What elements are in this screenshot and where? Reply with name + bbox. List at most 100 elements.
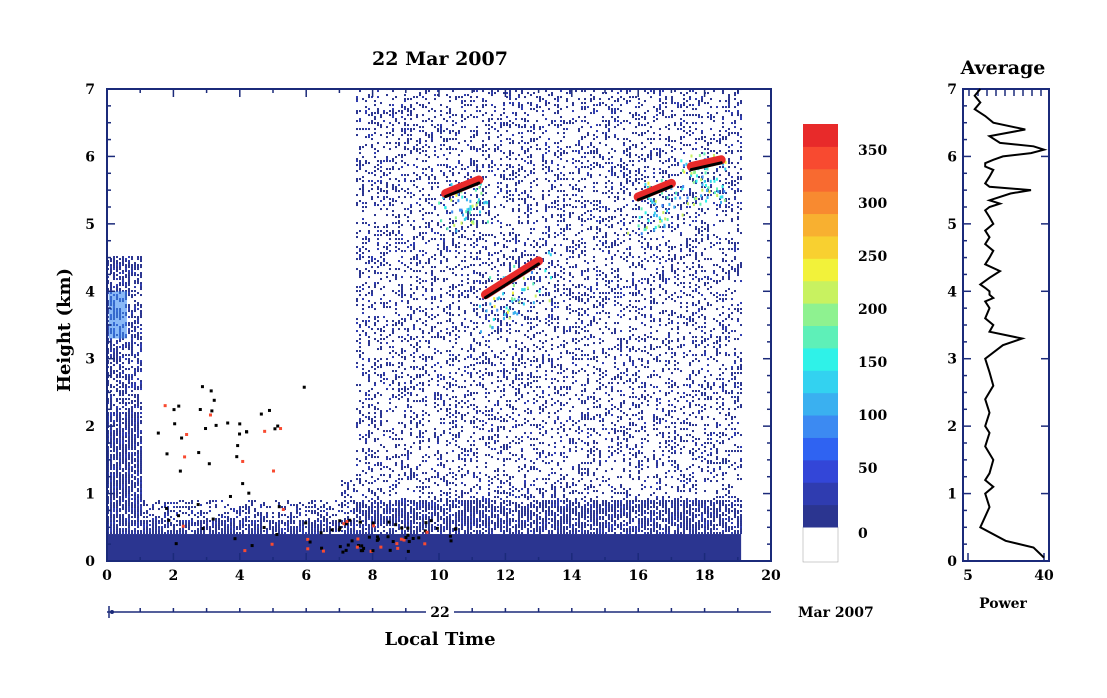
noise-cell (461, 268, 463, 271)
noise-cell (221, 522, 223, 525)
noise-cell (383, 446, 385, 449)
noise-cell (482, 106, 484, 109)
noise-cell (116, 474, 118, 477)
noise-cell (137, 456, 139, 459)
noise-cell (419, 270, 421, 273)
noise-cell (461, 520, 463, 523)
noise-cell (386, 516, 388, 519)
noise-cell (152, 530, 154, 533)
noise-cell (440, 524, 442, 527)
noise-cell (110, 402, 112, 405)
noise-cell (467, 356, 469, 359)
noise-cell (362, 186, 364, 189)
noise-cell (368, 406, 370, 409)
noise-cell (356, 384, 358, 387)
noise-cell (386, 518, 388, 521)
noise-cell (368, 360, 370, 363)
noise-cell (248, 526, 250, 529)
noise-cell (128, 480, 130, 483)
noise-cell (470, 256, 472, 259)
noise-cell (302, 528, 304, 531)
noise-cell (113, 526, 115, 529)
noise-cell (392, 184, 394, 187)
noise-cell (404, 522, 406, 525)
noise-cell (413, 516, 415, 519)
noise-cell (221, 530, 223, 533)
noise-cell (485, 272, 487, 275)
noise-cell (122, 366, 124, 369)
noise-cell (260, 520, 262, 523)
noise-cell (380, 490, 382, 493)
noise-cell (383, 480, 385, 483)
noise-cell (494, 500, 496, 503)
noise-cell (458, 446, 460, 449)
noise-cell (374, 492, 376, 495)
noise-cell (365, 520, 367, 523)
noise-cell (260, 518, 262, 521)
noise-cell (140, 328, 142, 331)
noise-cell (395, 486, 397, 489)
noise-cell (422, 456, 424, 459)
noise-cell (410, 210, 412, 213)
noise-cell (485, 524, 487, 527)
noise-cell (440, 300, 442, 303)
noise-cell (368, 342, 370, 345)
noise-cell (452, 242, 454, 245)
noise-cell (326, 514, 328, 517)
noise-cell (290, 528, 292, 531)
noise-cell (482, 496, 484, 499)
noise-cell (434, 396, 436, 399)
noise-cell (479, 258, 481, 261)
noise-cell (500, 450, 502, 453)
noise-cell (449, 312, 451, 315)
noise-cell (167, 512, 169, 515)
noise-cell (134, 356, 136, 359)
noise-cell (122, 488, 124, 491)
noise-cell (347, 482, 349, 485)
noise-cell (377, 516, 379, 519)
noise-cell (374, 438, 376, 441)
noise-cell (422, 366, 424, 369)
noise-cell (185, 502, 187, 505)
noise-cell (140, 446, 142, 449)
noise-cell (473, 512, 475, 515)
noise-cell (140, 350, 142, 353)
noise-cell (380, 488, 382, 491)
noise-cell (482, 512, 484, 515)
noise-cell (161, 520, 163, 523)
noise-cell (368, 286, 370, 289)
noise-cell (416, 394, 418, 397)
noise-cell (356, 164, 358, 167)
noise-cell (110, 460, 112, 463)
noise-cell (290, 526, 292, 529)
noise-cell (479, 252, 481, 255)
noise-cell (437, 514, 439, 517)
noise-cell (356, 520, 358, 523)
noise-cell (140, 514, 142, 517)
noise-cell (374, 116, 376, 119)
noise-cell (461, 228, 463, 231)
noise-cell (386, 112, 388, 115)
noise-cell (365, 294, 367, 297)
noise-cell (230, 524, 232, 527)
noise-cell (473, 304, 475, 307)
noise-cell (449, 198, 451, 201)
noise-cell (122, 432, 124, 435)
noise-cell (407, 306, 409, 309)
noise-cell (320, 506, 322, 509)
noise-cell (350, 510, 352, 513)
noise-cell (356, 236, 358, 239)
noise-cell (422, 398, 424, 401)
noise-cell (128, 446, 130, 449)
noise-cell (440, 526, 442, 529)
noise-cell (407, 388, 409, 391)
noise-cell (401, 284, 403, 287)
noise-cell (461, 512, 463, 515)
noise-cell (452, 364, 454, 367)
noise-cell (128, 468, 130, 471)
noise-cell (389, 300, 391, 303)
noise-cell (485, 506, 487, 509)
noise-cell (392, 388, 394, 391)
noise-cell (125, 416, 127, 419)
noise-cell (398, 294, 400, 297)
